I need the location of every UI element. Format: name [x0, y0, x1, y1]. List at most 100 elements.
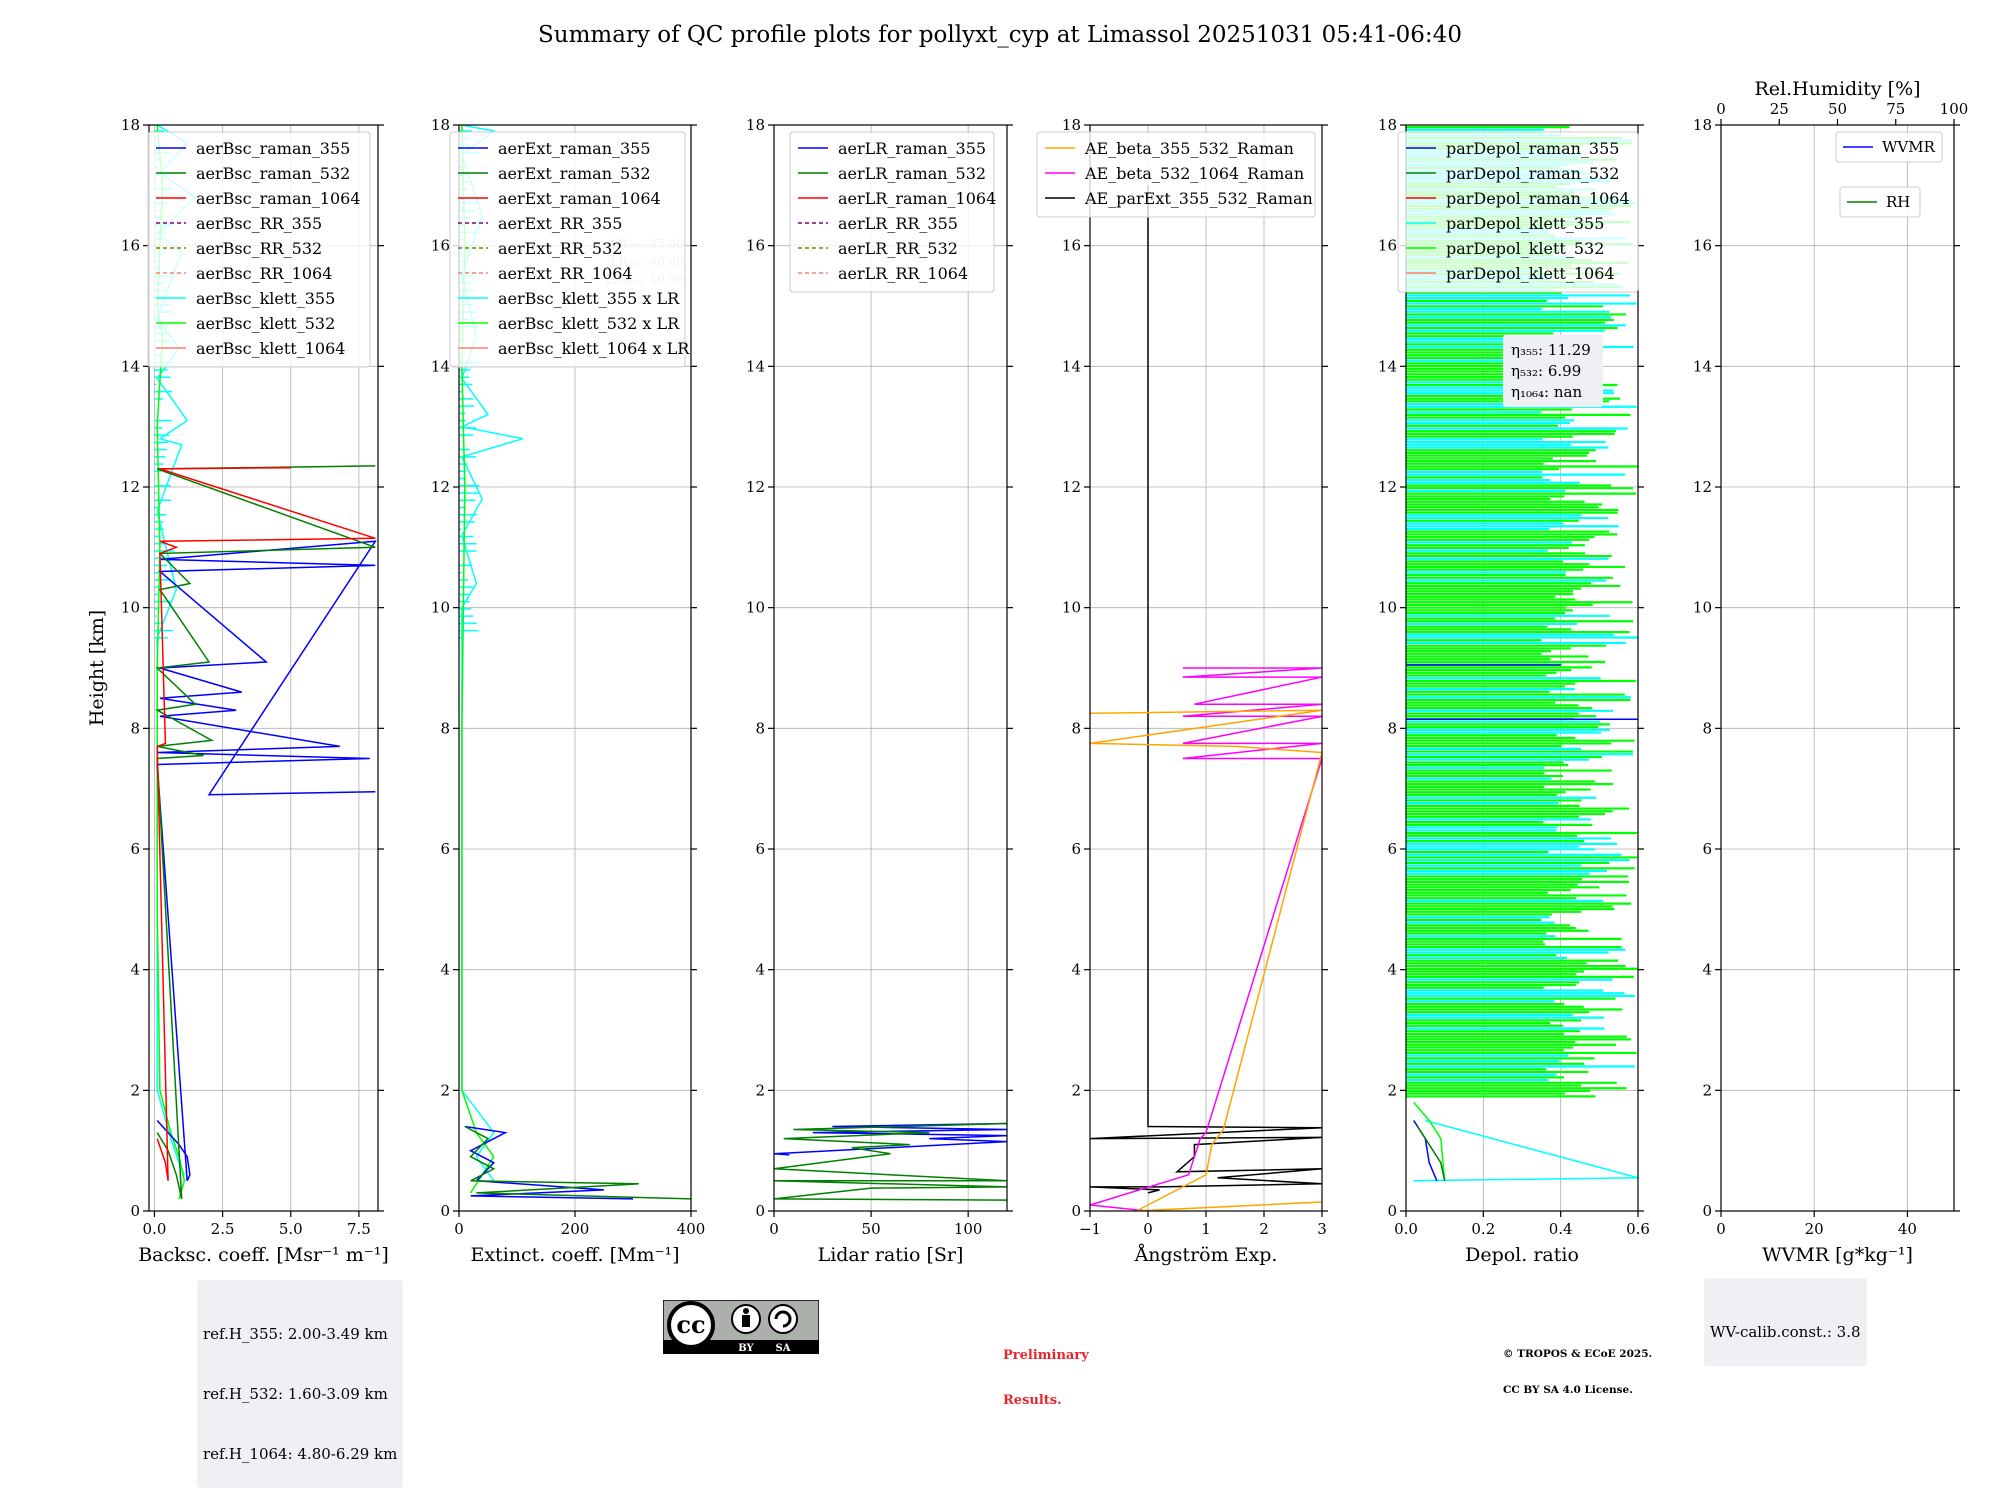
legend-label: parDepol_raman_355	[1446, 139, 1619, 158]
legend-label: aerBsc_raman_532	[196, 164, 350, 183]
ytick-label: 0	[130, 1202, 140, 1220]
ytick-label: 16	[1062, 237, 1081, 255]
by-label: BY	[738, 1343, 754, 1354]
series-line-parDepol_klett_355	[1413, 1119, 1638, 1182]
legend-label: aerLR_RR_532	[838, 239, 958, 258]
ytick-label: 12	[121, 478, 140, 496]
ytick-label: 6	[1702, 840, 1712, 858]
legend-label: aerExt_raman_1064	[498, 189, 661, 208]
ytick-label: 8	[1387, 719, 1397, 737]
ytick-label: 4	[1071, 961, 1081, 979]
ytick-label: 0	[1071, 1202, 1081, 1220]
ytick-label: 4	[1702, 961, 1712, 979]
ytick-label: 10	[431, 599, 450, 617]
cc-label: cc	[676, 1310, 705, 1339]
wv-calib-const: WV-calib.const.: 3.8	[1710, 1323, 1861, 1341]
series-group	[1090, 185, 1322, 1211]
xtick-label: 0.0	[1394, 1220, 1418, 1238]
panel-lidar_ratio: 0 2 4 6 8 10 12 14 16 18 0 50 100 Lidar ratio [Sr] aer…	[746, 116, 1013, 1266]
x-axis-label: WVMR [g*kg⁻¹]	[1762, 1244, 1913, 1266]
xtick-label: 1	[1201, 1220, 1211, 1238]
ytick-label: 12	[1693, 478, 1712, 496]
legend-label: WVMR	[1882, 138, 1936, 156]
legend-label: AE_beta_355_532_Raman	[1084, 139, 1294, 158]
eta-annotation-box	[1503, 335, 1603, 407]
ytick-label: 0	[1387, 1202, 1397, 1220]
xtick-label: 2.5	[211, 1220, 235, 1238]
legend-label: aerBsc_klett_532 x LR	[498, 314, 680, 333]
series-line-aerLR_raman_532	[774, 1122, 1007, 1201]
series-group	[774, 1122, 1007, 1201]
xtick-label: 0.2	[1471, 1220, 1495, 1238]
ytick-label: 10	[1378, 599, 1397, 617]
ytick-label: 14	[1693, 357, 1712, 375]
ytick-label: 14	[1062, 357, 1081, 375]
ytick-label: 16	[1378, 237, 1397, 255]
legend-label: aerBsc_klett_355	[196, 289, 335, 308]
series-line-aerExt_raman_355	[464, 1125, 634, 1200]
ytick-label: 8	[1071, 719, 1081, 737]
series-line-AE_parExt_355_532_Raman	[1090, 185, 1322, 1194]
ytick-label: 18	[1693, 116, 1712, 134]
legend-label: aerExt_RR_1064	[498, 264, 633, 283]
top-xtick-label: 100	[1940, 100, 1969, 118]
axes-frame	[773, 124, 1008, 1212]
legend-label: aerBsc_raman_355	[196, 139, 350, 158]
ytick-label: 12	[431, 478, 450, 496]
ytick-label: 16	[1693, 237, 1712, 255]
ytick-label: 12	[1062, 478, 1081, 496]
series-line-parDepol_klett_532	[1413, 1101, 1446, 1181]
ytick-label: 4	[440, 961, 450, 979]
ytick-label: 0	[1702, 1202, 1712, 1220]
xtick-label: 2	[1259, 1220, 1269, 1238]
ref-height-1064: ref.H_1064: 4.80-6.29 km	[203, 1445, 398, 1463]
xtick-label: 20	[1805, 1220, 1824, 1238]
series-line-parDepol_raman_532	[1416, 1126, 1446, 1181]
x-axis-label: Ångström Exp.	[1134, 1244, 1278, 1266]
legend-label: parDepol_klett_532	[1446, 239, 1604, 258]
ytick-label: 14	[1378, 357, 1397, 375]
ytick-label: 6	[1387, 840, 1397, 858]
preliminary-line-1: Preliminary	[1003, 1348, 1089, 1363]
ytick-label: 10	[121, 599, 140, 617]
series-group	[1413, 1101, 1638, 1182]
copyright-note: © TROPOS & ECoE 2025. CC BY SA 4.0 Licen…	[1503, 1324, 1652, 1408]
ytick-label: 12	[746, 478, 765, 496]
legend-label: aerLR_raman_355	[838, 139, 986, 158]
xtick-label: 0	[454, 1220, 464, 1238]
legend-label: aerBsc_klett_1064 x LR	[498, 339, 690, 358]
panel-backscatter: 0 2 4 6 8 10 12 14 16 18 0.0 2.5 5.0 7.5 Backsc. coeff…	[86, 116, 389, 1266]
ytick-label: 4	[1387, 961, 1397, 979]
legend-label: aerBsc_raman_1064	[196, 189, 361, 208]
ytick-label: 10	[1062, 599, 1081, 617]
legend-box	[789, 131, 995, 293]
legend-box	[1839, 186, 1921, 218]
ytick-label: 6	[755, 840, 765, 858]
legend-label: aerExt_RR_355	[498, 214, 622, 233]
series-line-aerBsc_raman_1064	[156, 466, 376, 1181]
panel-extinction: 0 2 4 6 8 10 12 14 16 18 0 200 400 Extinct. coeff. [M…	[431, 116, 705, 1266]
legend-label: aerLR_RR_1064	[838, 264, 968, 283]
ytick-label: 14	[121, 357, 140, 375]
legend-label: aerBsc_klett_355 x LR	[498, 289, 680, 308]
xtick-label: 5.0	[279, 1220, 303, 1238]
ytick-label: 14	[746, 357, 765, 375]
ytick-label: 4	[755, 961, 765, 979]
ytick-label: 8	[130, 719, 140, 737]
ytick-label: 18	[1062, 116, 1081, 134]
x-axis-label: Depol. ratio	[1465, 1244, 1579, 1266]
ytick-label: 16	[121, 237, 140, 255]
series-line-aerExt_raman_532	[464, 1125, 691, 1200]
page-title: Summary of QC profile plots for pollyxt_…	[538, 22, 1462, 48]
legend-label: parDepol_klett_355	[1446, 214, 1604, 233]
ytick-label: 2	[130, 1081, 140, 1099]
legend-label: aerBsc_klett_1064	[196, 339, 345, 358]
wv-calibration-box: WV-calib.const.: 3.8	[1704, 1278, 1867, 1366]
legend-label: aerBsc_RR_532	[196, 239, 322, 258]
ytick-label: 0	[755, 1202, 765, 1220]
legend-label: RH	[1886, 193, 1910, 211]
panel-depol: 0 2 4 6 8 10 12 14 16 18 0.0 0.2 0.4 0.6 Depol. ratio η…	[1378, 116, 1650, 1266]
